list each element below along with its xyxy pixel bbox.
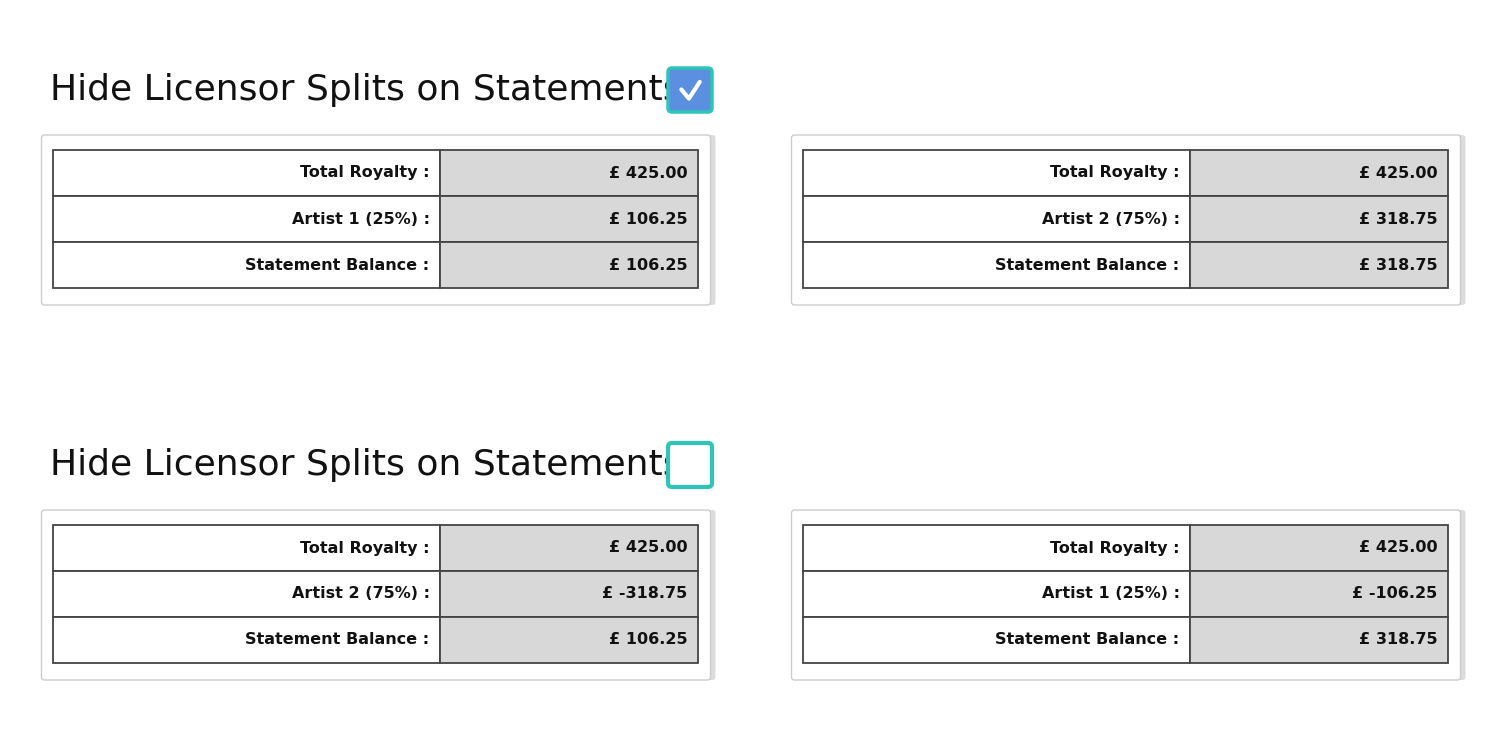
FancyBboxPatch shape [42, 135, 711, 305]
FancyBboxPatch shape [668, 443, 712, 487]
Text: Total Royalty :: Total Royalty : [1050, 166, 1179, 181]
FancyBboxPatch shape [792, 510, 1461, 680]
Text: £ 106.25: £ 106.25 [609, 632, 687, 647]
Bar [802, 617, 1190, 663]
Text: £ 318.75: £ 318.75 [1359, 211, 1437, 226]
Text: £ 425.00: £ 425.00 [1359, 541, 1437, 556]
Text: Total Royalty :: Total Royalty : [1050, 541, 1179, 556]
Bar [53, 242, 440, 288]
FancyBboxPatch shape [46, 510, 715, 680]
FancyBboxPatch shape [796, 135, 1466, 305]
Text: £ 106.25: £ 106.25 [609, 211, 687, 226]
Bar [1190, 525, 1448, 571]
Text: Hide Licensor Splits on Statements: Hide Licensor Splits on Statements [50, 448, 681, 482]
FancyBboxPatch shape [42, 510, 711, 680]
Text: Total Royalty :: Total Royalty : [300, 541, 429, 556]
Bar [1190, 242, 1448, 288]
Text: £ 106.25: £ 106.25 [609, 257, 687, 272]
Bar [1190, 196, 1448, 242]
Bar [802, 571, 1190, 617]
Bar [1190, 150, 1448, 196]
Text: Statement Balance :: Statement Balance : [996, 632, 1179, 647]
Text: £ 318.75: £ 318.75 [1359, 632, 1437, 647]
Bar [440, 242, 698, 288]
Text: Statement Balance :: Statement Balance : [246, 632, 429, 647]
Bar [440, 525, 698, 571]
FancyBboxPatch shape [796, 510, 1466, 680]
Text: £ 425.00: £ 425.00 [1359, 166, 1437, 181]
Bar [802, 242, 1190, 288]
Bar [440, 617, 698, 663]
Bar [802, 196, 1190, 242]
FancyBboxPatch shape [792, 135, 1461, 305]
FancyBboxPatch shape [668, 68, 712, 112]
Bar [53, 617, 440, 663]
Text: £ -106.25: £ -106.25 [1353, 586, 1437, 602]
Bar [440, 571, 698, 617]
Bar [802, 150, 1190, 196]
Bar [1190, 617, 1448, 663]
Text: Artist 1 (25%) :: Artist 1 (25%) : [291, 211, 429, 226]
Bar [1190, 571, 1448, 617]
Text: Artist 2 (75%) :: Artist 2 (75%) : [1041, 211, 1179, 226]
Text: Artist 2 (75%) :: Artist 2 (75%) : [291, 586, 429, 602]
Bar [440, 150, 698, 196]
Text: £ 318.75: £ 318.75 [1359, 257, 1437, 272]
Text: Total Royalty :: Total Royalty : [300, 166, 429, 181]
Text: Hide Licensor Splits on Statements: Hide Licensor Splits on Statements [50, 73, 681, 107]
Text: £ -318.75: £ -318.75 [602, 586, 687, 602]
Bar [53, 196, 440, 242]
Bar [53, 150, 440, 196]
Text: £ 425.00: £ 425.00 [609, 541, 687, 556]
Bar [440, 196, 698, 242]
Bar [53, 571, 440, 617]
Text: Statement Balance :: Statement Balance : [996, 257, 1179, 272]
FancyBboxPatch shape [46, 135, 715, 305]
Text: Artist 1 (25%) :: Artist 1 (25%) : [1041, 586, 1179, 602]
Text: Statement Balance :: Statement Balance : [246, 257, 429, 272]
Bar [802, 525, 1190, 571]
Bar [53, 525, 440, 571]
Text: £ 425.00: £ 425.00 [609, 166, 687, 181]
